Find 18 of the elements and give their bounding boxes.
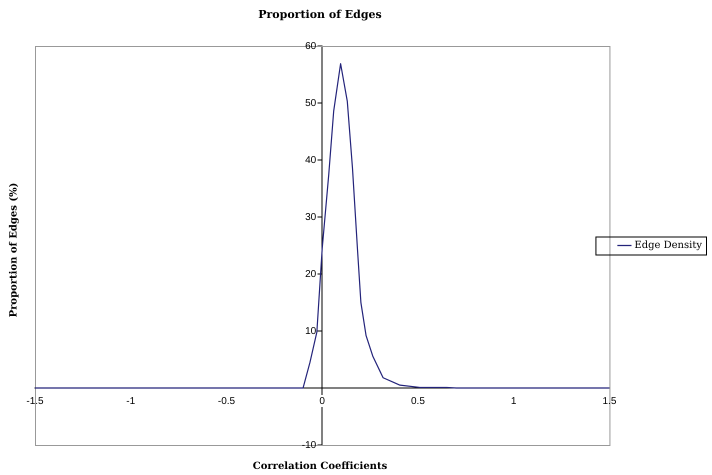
x-tick-label: -1: [126, 396, 136, 407]
y-tick-label: 40: [305, 154, 317, 166]
x-tick-label: 0: [319, 396, 326, 407]
y-tick-label: 20: [305, 268, 317, 280]
y-tick-label: -10: [302, 440, 317, 451]
y-tick-label: 60: [305, 40, 317, 52]
y-tick-label: 10: [305, 326, 317, 337]
x-tick-label: -1.5: [26, 396, 44, 407]
x-tick-label: 0.5: [411, 396, 426, 407]
chart-title: Proportion of Edges: [257, 8, 383, 21]
y-axis-title: Proportion of Edges (%): [8, 182, 20, 318]
x-tick-label: 1: [510, 396, 517, 407]
x-tick-label: 1.5: [602, 396, 617, 407]
y-tick-label: 30: [305, 212, 317, 223]
y-tick-label: 50: [305, 98, 317, 109]
x-tick-label: -0.5: [218, 396, 236, 407]
x-axis-title: Correlation Coefficients: [252, 461, 388, 472]
legend-label: Edge Density: [634, 240, 702, 252]
